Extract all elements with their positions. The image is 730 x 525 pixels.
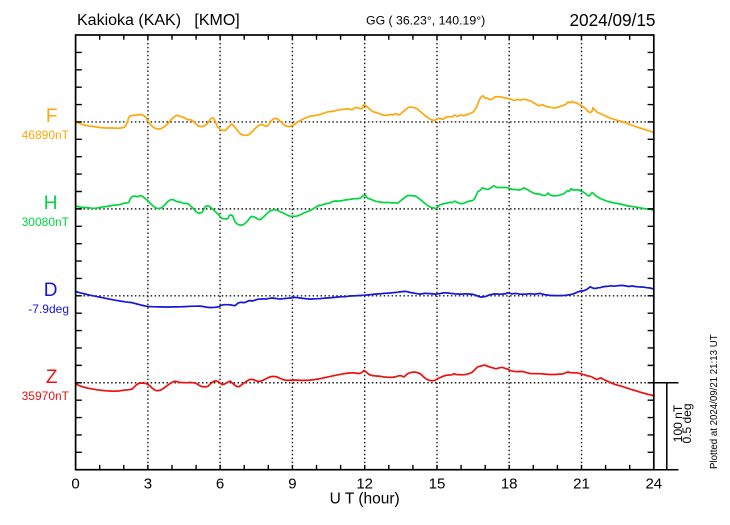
svg-text:2024/09/15: 2024/09/15	[569, 10, 655, 30]
svg-text:-7.9deg: -7.9deg	[28, 302, 69, 316]
svg-text:18: 18	[501, 475, 518, 492]
svg-text:GG ( 36.23°, 140.19°): GG ( 36.23°, 140.19°)	[366, 14, 485, 28]
svg-text:9: 9	[288, 475, 296, 492]
svg-text:F: F	[46, 106, 58, 127]
svg-text:12: 12	[356, 475, 373, 492]
svg-text:15: 15	[429, 475, 446, 492]
svg-text:D: D	[44, 280, 58, 301]
svg-text:0: 0	[71, 475, 79, 492]
svg-text:35970nT: 35970nT	[22, 389, 70, 403]
svg-text:U T (hour): U T (hour)	[330, 491, 400, 508]
svg-text:30080nT: 30080nT	[22, 215, 70, 229]
svg-text:24: 24	[645, 475, 662, 492]
svg-text:Kakioka (KAK) [KMO]: Kakioka (KAK) [KMO]	[77, 12, 240, 29]
svg-text:6: 6	[216, 475, 224, 492]
svg-text:3: 3	[144, 475, 152, 492]
svg-text:21: 21	[573, 475, 590, 492]
svg-text:H: H	[44, 193, 58, 214]
svg-text:46890nT: 46890nT	[22, 128, 70, 142]
svg-text:100 nT: 100 nT	[671, 404, 685, 442]
svg-text:0.5 deg: 0.5 deg	[680, 403, 694, 443]
svg-text:Z: Z	[46, 367, 58, 388]
svg-text:Plotted at 2024/09/21 21:13 UT: Plotted at 2024/09/21 21:13 UT	[709, 334, 720, 469]
